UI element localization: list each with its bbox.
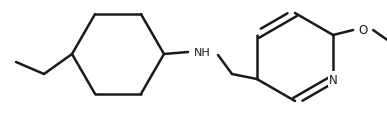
Text: NH: NH	[194, 48, 211, 58]
Text: O: O	[358, 24, 368, 37]
Text: N: N	[329, 73, 337, 86]
